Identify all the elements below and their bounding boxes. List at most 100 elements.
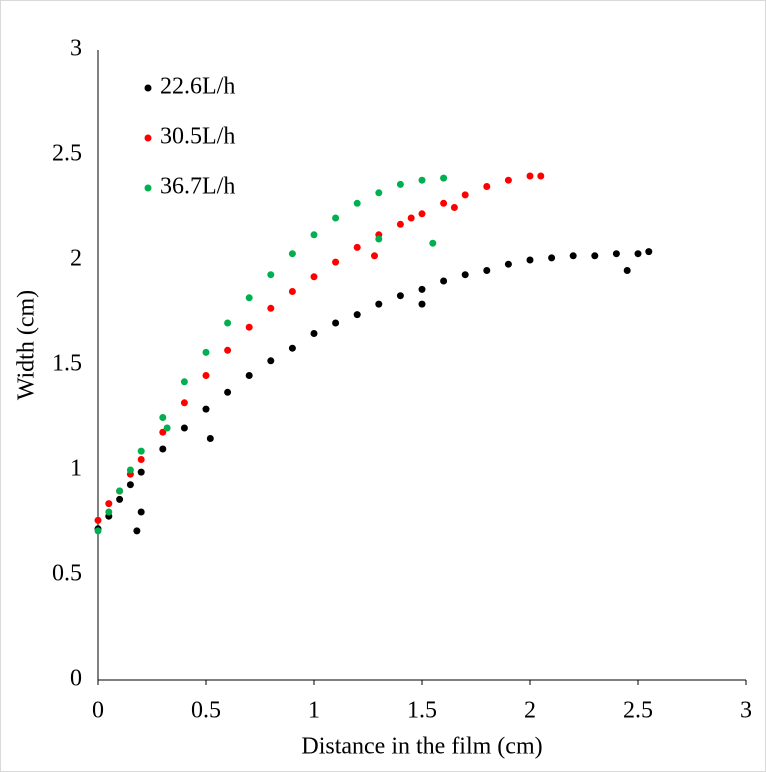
point	[461, 271, 469, 279]
point	[180, 399, 188, 407]
point	[137, 508, 145, 516]
x-tick-label: 2.5	[623, 698, 653, 724]
point	[159, 428, 167, 436]
y-tick-label: 2.5	[52, 141, 82, 167]
x-tick-label: 1	[308, 698, 320, 724]
point	[396, 220, 404, 228]
point	[126, 481, 134, 489]
point	[332, 214, 340, 222]
point	[461, 191, 469, 199]
point	[418, 285, 426, 293]
point	[353, 311, 361, 319]
point	[159, 445, 167, 453]
point	[450, 204, 458, 211]
legend-label: 36.7L/h	[160, 174, 235, 200]
x-axis-title: Distance in the film (cm)	[301, 734, 542, 760]
point	[94, 527, 102, 535]
point	[137, 456, 145, 463]
point	[180, 378, 188, 386]
point	[504, 260, 512, 268]
point	[224, 346, 232, 354]
point	[163, 424, 171, 432]
point	[418, 300, 426, 308]
point	[267, 271, 275, 279]
y-tick-label: 0.5	[52, 561, 82, 587]
x-tick-label: 3	[740, 698, 752, 724]
legend-marker	[144, 184, 152, 192]
point	[137, 447, 145, 455]
point	[375, 300, 383, 308]
y-tick-label: 1	[70, 456, 82, 482]
point	[105, 500, 113, 508]
point	[634, 250, 642, 258]
point	[288, 344, 296, 352]
point	[569, 252, 577, 260]
x-tick-label: 1.5	[407, 698, 437, 724]
y-tick-label: 2	[70, 246, 82, 272]
point	[267, 304, 275, 312]
x-tick-label: 2	[524, 698, 536, 724]
point	[429, 239, 437, 247]
point	[206, 435, 214, 442]
point	[418, 210, 426, 218]
point	[396, 292, 404, 300]
point	[310, 273, 318, 281]
y-tick-label: 1.5	[52, 351, 82, 377]
point	[440, 199, 448, 207]
point	[267, 357, 275, 365]
point	[94, 516, 102, 524]
point	[526, 172, 534, 180]
point	[105, 508, 113, 516]
point	[375, 235, 383, 243]
point	[483, 267, 491, 274]
point	[332, 258, 340, 266]
legend-marker	[144, 134, 152, 142]
x-tick-label: 0.5	[191, 698, 221, 724]
point	[245, 294, 253, 302]
point	[224, 388, 232, 396]
point	[537, 172, 545, 180]
point	[526, 256, 534, 264]
point	[202, 405, 210, 413]
point	[116, 495, 124, 503]
legend-label: 22.6L/h	[160, 74, 235, 100]
point	[375, 189, 383, 197]
legend-label: 30.5L/h	[160, 124, 235, 150]
point	[133, 527, 141, 535]
point	[180, 424, 188, 432]
point	[418, 176, 426, 184]
point	[137, 468, 145, 476]
point	[126, 466, 134, 474]
point	[548, 254, 556, 262]
point	[288, 288, 296, 295]
point	[245, 372, 253, 379]
y-axis-title: Width (cm)	[14, 290, 40, 400]
point	[370, 252, 378, 260]
point	[116, 487, 124, 495]
point	[310, 231, 318, 239]
point	[353, 243, 361, 251]
point	[612, 250, 620, 258]
point	[407, 214, 415, 222]
point	[353, 199, 361, 207]
point	[310, 330, 318, 337]
point	[396, 180, 404, 188]
y-tick-label: 3	[70, 36, 82, 62]
point	[483, 183, 491, 190]
y-tick-label: 0	[70, 666, 82, 692]
point	[440, 174, 448, 182]
point	[245, 323, 253, 331]
point	[645, 248, 653, 256]
point	[202, 372, 210, 379]
point	[504, 176, 512, 184]
point	[591, 252, 599, 260]
point	[202, 348, 210, 356]
x-tick-label: 0	[92, 698, 104, 724]
point	[332, 319, 340, 327]
legend-marker	[144, 84, 152, 92]
point	[224, 319, 232, 327]
point	[440, 277, 448, 285]
